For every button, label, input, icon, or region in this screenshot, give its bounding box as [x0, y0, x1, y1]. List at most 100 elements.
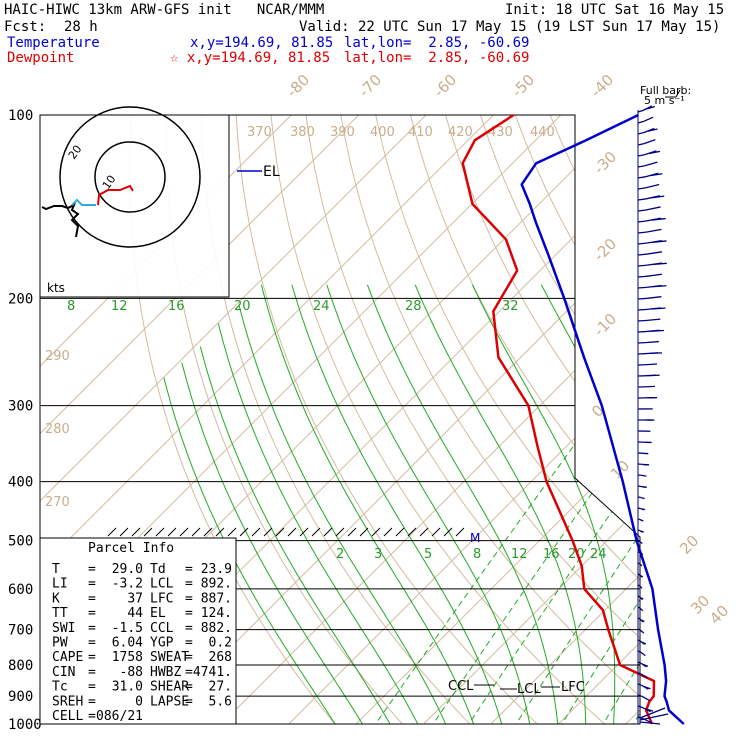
- theta-label: 370: [247, 125, 272, 140]
- parcel-key: SWEAT: [150, 650, 189, 665]
- dry-adiabat: [234, 115, 552, 724]
- wind-barb: [637, 296, 662, 300]
- wind-barb-flag: [651, 217, 666, 221]
- wind-barb-shaft: [637, 705, 643, 709]
- wind-barb: [637, 150, 661, 157]
- level-hatch: [275, 527, 285, 537]
- wind-barb: [637, 683, 651, 690]
- dry-adiabat: [709, 87, 740, 737]
- theta-side-label: 290: [45, 349, 70, 364]
- mixing-ratio-line: [594, 405, 640, 724]
- wind-barb-flag: [645, 340, 659, 344]
- parcel-key: T: [52, 562, 60, 577]
- mixing-ratio-line: [366, 405, 604, 724]
- parcel-eq: =: [88, 694, 96, 709]
- wind-barb-shaft: [637, 209, 646, 212]
- moist-adiabat: [326, 284, 533, 724]
- parcel-value: 29.0: [112, 562, 143, 577]
- wind-barb-flag: [643, 116, 654, 123]
- theta-label: 410: [408, 125, 433, 140]
- wind-barb: [637, 507, 646, 511]
- wind-barb-shaft: [637, 518, 641, 521]
- parcel-key: LFC: [150, 591, 173, 606]
- wind-barb: [637, 340, 659, 344]
- mixing-ratio-label: 8: [67, 299, 75, 314]
- wind-barb-flag: [640, 496, 645, 500]
- isotherm-label: -10: [590, 310, 620, 340]
- wind-barb: [637, 628, 645, 634]
- wind-barb-flag: [651, 307, 666, 310]
- mixing-ratio-line: [459, 405, 640, 724]
- mixing-ratio-label: 16: [543, 547, 560, 562]
- dry-adiabat: [641, 87, 740, 737]
- wind-barb: [637, 206, 661, 212]
- parcel-value: 086/21: [96, 709, 143, 724]
- wind-barb: [637, 239, 667, 245]
- wind-barb-flag: [640, 619, 645, 623]
- parcel-value: 23.9: [201, 562, 232, 577]
- parcel-value: -3.2: [112, 577, 143, 592]
- theta-label: 420: [448, 125, 473, 140]
- wind-barb-flag: [644, 161, 658, 167]
- parcel-value: -1.5: [112, 621, 143, 636]
- wind-barb: [637, 318, 661, 322]
- level-hatch: [215, 527, 225, 537]
- isotherm-label: -40: [587, 71, 617, 101]
- parcel-eq: =: [185, 665, 193, 680]
- wind-barb-flag: [641, 452, 649, 455]
- dry-adiabat: [268, 115, 620, 724]
- wind-barb-flag: [639, 585, 643, 589]
- level-hatch: [119, 527, 129, 537]
- level-hatch: [359, 527, 369, 537]
- wind-barb-flag: [640, 651, 646, 657]
- temperature-xy: x,y=194.69, 81.85: [190, 35, 334, 51]
- mixing-ratio-label: 28: [405, 299, 422, 314]
- wind-barb: [637, 363, 658, 366]
- mixing-ratio-line: [424, 405, 640, 724]
- temperature-legend: Temperature: [7, 35, 100, 51]
- hodograph-trace-upper: [41, 202, 80, 238]
- parcel-eq: =: [88, 606, 96, 621]
- parcel-value: 268: [209, 650, 232, 665]
- parcel-key: LAPSE: [150, 694, 189, 709]
- parcel-eq: =: [88, 650, 96, 665]
- parcel-value: -88: [120, 665, 143, 680]
- level-hatch: [155, 527, 165, 537]
- mixing-ratio-label: 12: [111, 299, 128, 314]
- wind-barb-flag: [639, 541, 643, 544]
- wind-barb: [637, 551, 644, 556]
- isotherm-label: -80: [283, 71, 313, 101]
- wind-barb-flag: [643, 139, 656, 145]
- wind-barb-shaft: [637, 165, 645, 168]
- wind-barb: [637, 496, 645, 500]
- theta-label: 380: [290, 125, 315, 140]
- parcel-eq: =: [185, 621, 193, 636]
- wind-barb: [637, 195, 665, 201]
- wind-barb-shaft: [637, 606, 640, 609]
- wind-barb: [637, 284, 667, 289]
- parcel-eq: =: [185, 650, 193, 665]
- isotherm-label: 20: [676, 532, 702, 558]
- dewpoint-legend: Dewpoint: [7, 50, 75, 66]
- mixing-ratio-label: 5: [424, 547, 432, 562]
- wind-barb-flag: [646, 251, 663, 255]
- mixing-ratio-label: 2: [336, 547, 344, 562]
- wind-barb: [637, 639, 647, 645]
- level-hatch: [191, 527, 201, 537]
- pressure-label-500: 500: [8, 534, 33, 550]
- wind-barb-shaft: [637, 264, 647, 267]
- parcel-eq: =: [185, 680, 193, 695]
- parcel-eq: =: [185, 577, 193, 592]
- wind-barb: [637, 452, 649, 455]
- parcel-value: 37: [127, 591, 143, 606]
- level-hatch: [311, 527, 321, 537]
- wind-barb-shaft: [637, 628, 641, 631]
- wind-barb-shaft: [637, 242, 647, 245]
- level-hatch: [431, 527, 441, 537]
- wind-barb-flag: [643, 686, 651, 690]
- wind-barb: [637, 518, 644, 522]
- hodograph-ring-20: [59, 106, 201, 248]
- parcel-eq: =: [88, 636, 96, 651]
- dry-adiabat: [607, 115, 640, 724]
- isotherm-line: [342, 115, 640, 724]
